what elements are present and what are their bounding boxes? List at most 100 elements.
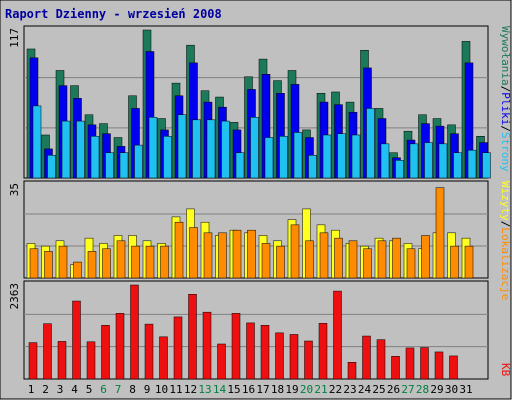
bar-kb-26 <box>391 356 400 380</box>
panel-frame <box>23 280 489 380</box>
bar-lokalizacje-28 <box>421 235 430 279</box>
bar-strony-10 <box>163 136 172 179</box>
bar-kb-29 <box>434 351 444 380</box>
bar-kb-1 <box>28 342 38 380</box>
x-label-17: 17 <box>256 383 269 396</box>
bar-strony-12 <box>192 119 201 179</box>
bar-lokalizacje-17 <box>261 243 271 279</box>
x-label-4: 4 <box>71 383 78 396</box>
bar-lokalizacje-29 <box>435 187 445 279</box>
x-label-6: 6 <box>100 383 107 396</box>
bar-kb-8 <box>130 284 139 380</box>
bar-lokalizacje-24 <box>363 248 372 279</box>
bar-strony-1 <box>32 105 42 179</box>
bar-strony-8 <box>134 144 143 179</box>
bar-strony-24 <box>366 108 375 179</box>
right-label-part: Wywołania <box>499 26 512 86</box>
bar-strony-29 <box>438 143 448 179</box>
bar-kb-9 <box>144 323 154 380</box>
x-label-3: 3 <box>57 383 64 396</box>
bar-kb-12 <box>188 294 197 380</box>
bar-strony-16 <box>250 117 259 179</box>
chart-panels: 117 35 2363 <box>8 25 491 380</box>
bar-strony-31 <box>467 149 477 179</box>
bar-lokalizacje-1 <box>29 248 39 279</box>
x-label-22: 22 <box>329 383 342 396</box>
bar-lokalizacje-12 <box>189 227 198 279</box>
x-label-12: 12 <box>184 383 197 396</box>
bar-kb-27 <box>405 347 415 380</box>
x-label-29: 29 <box>430 383 443 396</box>
bar-lokalizacje-21 <box>319 232 329 279</box>
bar-lokalizacje-19 <box>290 224 300 279</box>
right-label-bottom: KB <box>499 363 512 377</box>
right-label-part: / <box>499 86 512 93</box>
bar-lokalizacje-5 <box>87 251 97 279</box>
bar-kb-23 <box>347 362 357 380</box>
x-label-14: 14 <box>213 383 227 396</box>
bar-lokalizacje-6 <box>102 248 111 279</box>
bar-kb-13 <box>202 311 212 380</box>
bar-lokalizacje-4 <box>73 261 82 279</box>
bar-kb-25 <box>376 339 386 380</box>
x-label-25: 25 <box>372 383 385 396</box>
bar-lokalizacje-7 <box>116 240 126 279</box>
panel-frame <box>23 180 489 279</box>
x-label-24: 24 <box>358 383 372 396</box>
bar-strony-20 <box>308 154 317 179</box>
bar-strony-11 <box>177 114 187 179</box>
bar-kb-10 <box>159 336 168 380</box>
bar-strony-13 <box>206 119 216 179</box>
x-label-26: 26 <box>387 383 400 396</box>
bar-strony-27 <box>409 143 419 179</box>
bar-kb-22 <box>333 290 342 380</box>
x-label-21: 21 <box>314 383 327 396</box>
right-side-labels: Wywołania/Pliki/StronyWizyty/Lokalizacje… <box>499 26 512 377</box>
bar-lokalizacje-15 <box>232 229 242 279</box>
right-label-part: Wizyty <box>499 181 512 221</box>
x-label-7: 7 <box>115 383 122 396</box>
bar-lokalizacje-11 <box>174 221 184 279</box>
x-label-11: 11 <box>169 383 182 396</box>
x-label-1: 1 <box>28 383 35 396</box>
bar-kb-28 <box>420 347 429 380</box>
x-label-19: 19 <box>285 383 298 396</box>
bar-strony-7 <box>119 152 129 179</box>
bar-strony-2 <box>47 154 56 179</box>
bar-strony-18 <box>279 136 288 179</box>
bar-kb-4 <box>72 300 81 380</box>
x-label-20: 20 <box>300 383 313 396</box>
bar-lokalizacje-13 <box>203 232 213 279</box>
bar-kb-2 <box>43 323 52 380</box>
bar-kb-18 <box>275 332 284 380</box>
bar-lokalizacje-22 <box>334 237 343 279</box>
bar-strony-19 <box>293 132 303 179</box>
x-label-31: 31 <box>459 383 472 396</box>
right-label-part: / <box>499 125 512 132</box>
bar-kb-30 <box>449 355 458 380</box>
x-label-23: 23 <box>343 383 356 396</box>
right-label-part: / <box>499 221 512 228</box>
bar-strony-3 <box>61 120 71 179</box>
bar-strony-9 <box>148 117 158 179</box>
bar-kb-16 <box>246 322 255 380</box>
bar-lokalizacje-8 <box>131 245 140 279</box>
x-label-10: 10 <box>155 383 168 396</box>
panel-3: 2363 <box>8 280 489 380</box>
x-label-5: 5 <box>86 383 93 396</box>
bar-lokalizacje-3 <box>58 245 68 279</box>
bar-lokalizacje-16 <box>247 229 256 279</box>
x-label-28: 28 <box>416 383 429 396</box>
x-label-8: 8 <box>129 383 136 396</box>
bar-kb-14 <box>217 343 226 380</box>
bar-lokalizacje-30 <box>450 245 459 279</box>
bar-lokalizacje-27 <box>406 248 416 279</box>
bar-lokalizacje-31 <box>464 245 474 279</box>
bar-strony-21 <box>322 134 332 179</box>
bar-strony-17 <box>264 137 274 179</box>
bar-lokalizacje-9 <box>145 245 155 279</box>
panel-2: 35 <box>8 180 489 279</box>
panel-1: 117 <box>8 25 491 179</box>
bar-kb-21 <box>318 323 328 380</box>
